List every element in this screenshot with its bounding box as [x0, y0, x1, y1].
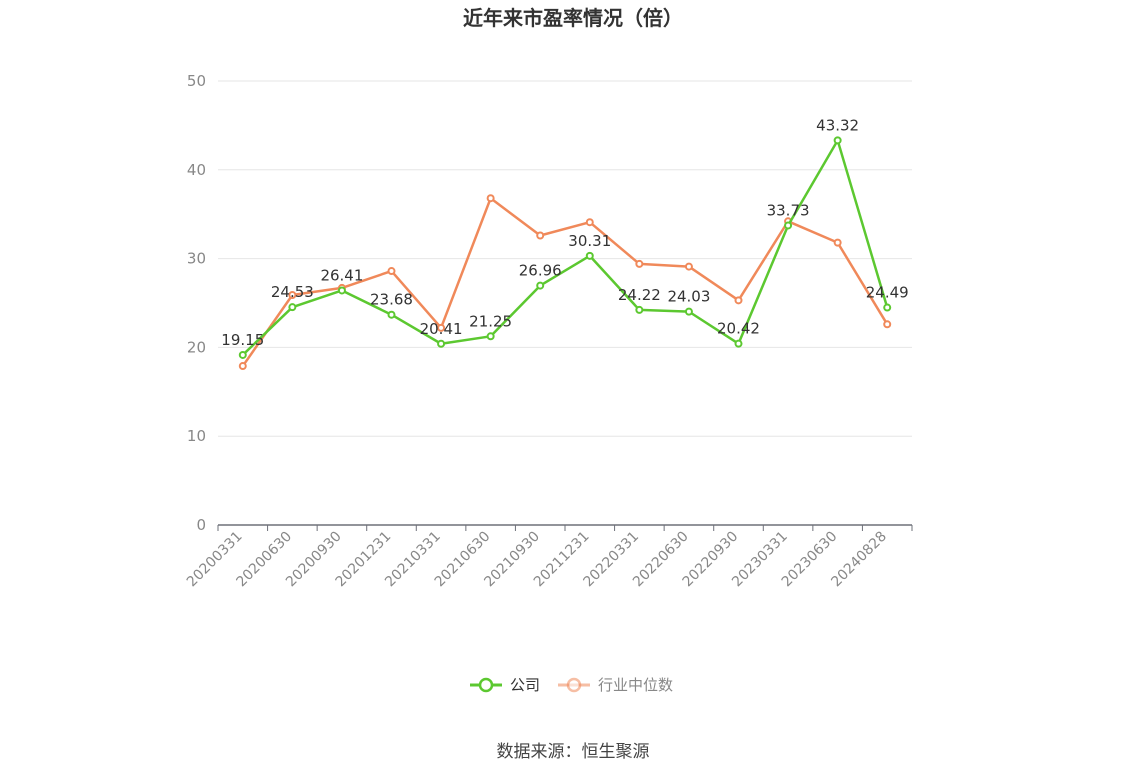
data-point[interactable]: [833, 136, 842, 145]
legend-marker-industry-median: [566, 677, 582, 693]
data-point[interactable]: [288, 291, 297, 300]
data-label: 24.49: [866, 284, 909, 302]
data-point[interactable]: [684, 307, 693, 316]
data-point[interactable]: [486, 194, 495, 203]
data-point[interactable]: [387, 310, 396, 319]
data-point[interactable]: [734, 339, 743, 348]
data-point[interactable]: [585, 251, 594, 260]
series-layer: [238, 136, 892, 371]
data-point[interactable]: [684, 262, 693, 271]
data-label: 33.73: [767, 201, 810, 219]
chart-title: 近年来市盈率情况（倍）: [463, 6, 683, 30]
legend-item-company[interactable]: 公司: [470, 676, 540, 694]
data-labels: 19.15 24.53 26.41 23.68 20.41 21.25 26.96 30.31…: [221, 116, 908, 349]
data-point[interactable]: [536, 281, 545, 290]
data-point[interactable]: [387, 267, 396, 276]
series-line: [241, 196, 889, 367]
y-tick-label: 10: [187, 427, 206, 445]
data-label: 24.03: [667, 288, 710, 306]
data-label: 20.41: [420, 320, 463, 338]
data-label: 21.25: [469, 312, 512, 330]
data-label: 23.68: [370, 291, 413, 309]
data-point[interactable]: [238, 350, 247, 359]
data-point[interactable]: [437, 339, 446, 348]
legend-label-company: 公司: [510, 676, 540, 694]
data-point[interactable]: [337, 286, 346, 295]
grid-lines: [218, 80, 912, 437]
data-point[interactable]: [635, 259, 644, 268]
data-label: 20.42: [717, 320, 760, 338]
y-tick-label: 40: [187, 161, 206, 179]
data-point[interactable]: [585, 218, 594, 227]
y-tick-label: 20: [187, 338, 206, 356]
data-point[interactable]: [486, 332, 495, 341]
y-tick-label: 30: [187, 250, 206, 268]
series-line: [241, 139, 889, 356]
data-label: 30.31: [568, 232, 611, 250]
legend-marker-company: [478, 677, 494, 693]
data-label: 24.53: [271, 283, 314, 301]
data-point[interactable]: [288, 303, 297, 312]
data-point[interactable]: [437, 323, 446, 332]
x-axis: 2020033120200630202009302020123120210331…: [184, 524, 913, 590]
data-point[interactable]: [536, 231, 545, 240]
data-point[interactable]: [883, 320, 892, 329]
data-label: 26.41: [320, 266, 363, 284]
y-axis: 0 10 20 30 40 50: [187, 72, 206, 534]
y-tick-label: 0: [196, 516, 206, 534]
data-label: 26.96: [519, 262, 562, 280]
data-point[interactable]: [734, 296, 743, 305]
series-company: [238, 136, 892, 359]
y-tick-label: 50: [187, 72, 206, 90]
data-label: 24.22: [618, 286, 661, 304]
legend-label-industry-median: 行业中位数: [598, 676, 673, 694]
data-point[interactable]: [883, 303, 892, 312]
legend: 公司 行业中位数: [470, 676, 673, 694]
series-industry-median: [238, 194, 892, 371]
data-point[interactable]: [833, 238, 842, 247]
data-label: 43.32: [816, 116, 859, 134]
data-point[interactable]: [238, 362, 247, 371]
legend-item-industry-median[interactable]: 行业中位数: [558, 676, 673, 694]
data-point[interactable]: [784, 221, 793, 230]
data-point[interactable]: [635, 305, 644, 314]
source-note: 数据来源：恒生聚源: [497, 742, 650, 762]
data-label: 19.15: [221, 331, 264, 349]
